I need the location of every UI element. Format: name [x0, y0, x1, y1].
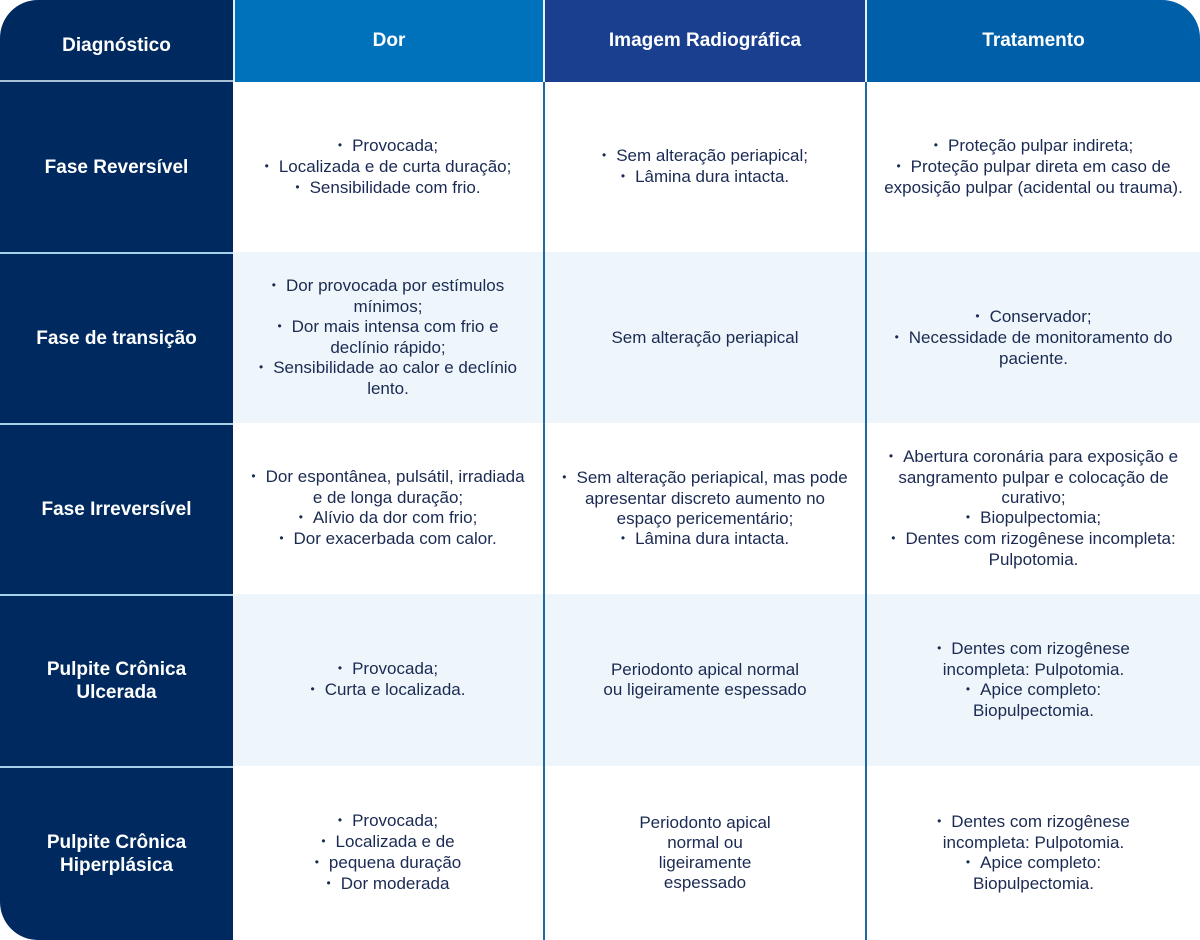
- tratamento-list: Dentes com rizogênese incompleta: Pulpot…: [919, 812, 1149, 894]
- list-item: Abertura coronária para exposição e sang…: [881, 447, 1186, 508]
- list-item: pequena duração: [315, 853, 461, 874]
- imagem-text: Periodonto apical normal ou ligeiramente…: [639, 813, 771, 892]
- header-dor: Dor: [233, 0, 543, 82]
- list-item: Localizada e de curta duração;: [265, 157, 512, 178]
- tratamento-cell: Abertura coronária para exposição e sang…: [865, 423, 1200, 594]
- list-item: Curta e localizada.: [310, 680, 466, 701]
- imagem-list: Sem alteração periapical; Lâmina dura in…: [602, 146, 808, 188]
- list-item: Sensibilidade ao calor e declínio lento.: [247, 358, 529, 399]
- dor-cell: Provocada; Localizada e de curta duração…: [233, 82, 543, 252]
- tratamento-cell: Conservador; Necessidade de monitorament…: [865, 252, 1200, 423]
- diagnosis-fase-reversivel: Fase Reversível: [0, 82, 233, 252]
- tratamento-list: Conservador; Necessidade de monitorament…: [881, 307, 1186, 369]
- dor-list: Dor espontânea, pulsátil, irradiada e de…: [247, 467, 529, 550]
- list-item: Conservador;: [881, 307, 1186, 328]
- list-item: Localizada e de: [315, 832, 462, 853]
- imagem-text: Sem alteração periapical: [611, 327, 799, 347]
- list-item: Lâmina dura intacta.: [559, 529, 851, 550]
- imagem-text: Periodonto apical normal ou ligeiramente…: [603, 660, 807, 699]
- list-item: Dentes com rizogênese incompleta: Pulpot…: [919, 639, 1149, 680]
- list-item: Dor moderada: [315, 874, 462, 895]
- dor-cell: Dor espontânea, pulsátil, irradiada e de…: [233, 423, 543, 594]
- list-item: Sem alteração periapical;: [602, 146, 808, 167]
- list-item: Dentes com rizogênese incompleta: Pulpot…: [881, 529, 1186, 570]
- list-item: Dor espontânea, pulsátil, irradiada e de…: [247, 467, 529, 508]
- diagnosis-pulpite-cronica-ulcerada: Pulpite Crônica Ulcerada: [0, 594, 233, 766]
- list-item: Dentes com rizogênese incompleta: Pulpot…: [919, 812, 1149, 853]
- list-item: Dor provocada por estímulos mínimos;: [247, 276, 529, 317]
- tratamento-cell: Dentes com rizogênese incompleta: Pulpot…: [865, 766, 1200, 940]
- list-item: Provocada;: [310, 659, 465, 680]
- dor-list: Dor provocada por estímulos mínimos; Dor…: [247, 276, 529, 399]
- tratamento-cell: Proteção pulpar indireta; Proteção pulpa…: [865, 82, 1200, 252]
- list-item: Proteção pulpar direta em caso de exposi…: [881, 157, 1186, 198]
- list-item: Apice completo: Biopulpectomia.: [919, 680, 1149, 721]
- dor-list: Provocada; Localizada e de pequena duraç…: [315, 811, 462, 895]
- dor-cell: Provocada; Localizada e de pequena duraç…: [233, 766, 543, 940]
- imagem-cell: Sem alteração periapical; Lâmina dura in…: [543, 82, 865, 252]
- list-item: Necessidade de monitoramento do paciente…: [881, 328, 1186, 369]
- imagem-cell: Periodonto apical normal ou ligeiramente…: [543, 594, 865, 766]
- dor-cell: Provocada; Curta e localizada.: [233, 594, 543, 766]
- list-item: Biopulpectomia;: [881, 508, 1186, 529]
- header-tratamento: Tratamento: [865, 0, 1200, 82]
- diagnosis-fase-irreversivel: Fase Irreversível: [0, 423, 233, 594]
- dor-list: Provocada; Curta e localizada.: [310, 659, 466, 701]
- tratamento-list: Dentes com rizogênese incompleta: Pulpot…: [919, 639, 1149, 721]
- list-item: Alívio da dor com frio;: [247, 508, 529, 529]
- dor-list: Provocada; Localizada e de curta duração…: [265, 136, 512, 199]
- list-item: Proteção pulpar indireta;: [881, 136, 1186, 157]
- list-item: Apice completo: Biopulpectomia.: [919, 853, 1149, 894]
- imagem-list: Sem alteração periapical, mas pode apres…: [559, 468, 851, 550]
- list-item: Sensibilidade com frio.: [265, 178, 512, 199]
- imagem-cell: Sem alteração periapical: [543, 252, 865, 423]
- tratamento-list: Proteção pulpar indireta; Proteção pulpa…: [881, 136, 1186, 198]
- list-item: Sem alteração periapical, mas pode apres…: [559, 468, 851, 529]
- diagnosis-pulpite-cronica-hiperplasica: Pulpite Crônica Hiperplásica: [0, 766, 233, 940]
- imagem-cell: Periodonto apical normal ou ligeiramente…: [543, 766, 865, 940]
- tratamento-cell: Dentes com rizogênese incompleta: Pulpot…: [865, 594, 1200, 766]
- list-item: Dor mais intensa com frio e declínio ráp…: [247, 317, 529, 358]
- diagnosis-fase-de-transicao: Fase de transição: [0, 252, 233, 423]
- imagem-cell: Sem alteração periapical, mas pode apres…: [543, 423, 865, 594]
- list-item: Provocada;: [315, 811, 462, 832]
- tratamento-list: Abertura coronária para exposição e sang…: [881, 447, 1186, 570]
- list-item: Lâmina dura intacta.: [602, 167, 808, 188]
- header-diagnostico: Diagnóstico: [0, 0, 233, 82]
- dor-cell: Dor provocada por estímulos mínimos; Dor…: [233, 252, 543, 423]
- list-item: Dor exacerbada com calor.: [247, 529, 529, 550]
- list-item: Provocada;: [265, 136, 512, 157]
- header-imagem-radiografica: Imagem Radiográfica: [543, 0, 865, 82]
